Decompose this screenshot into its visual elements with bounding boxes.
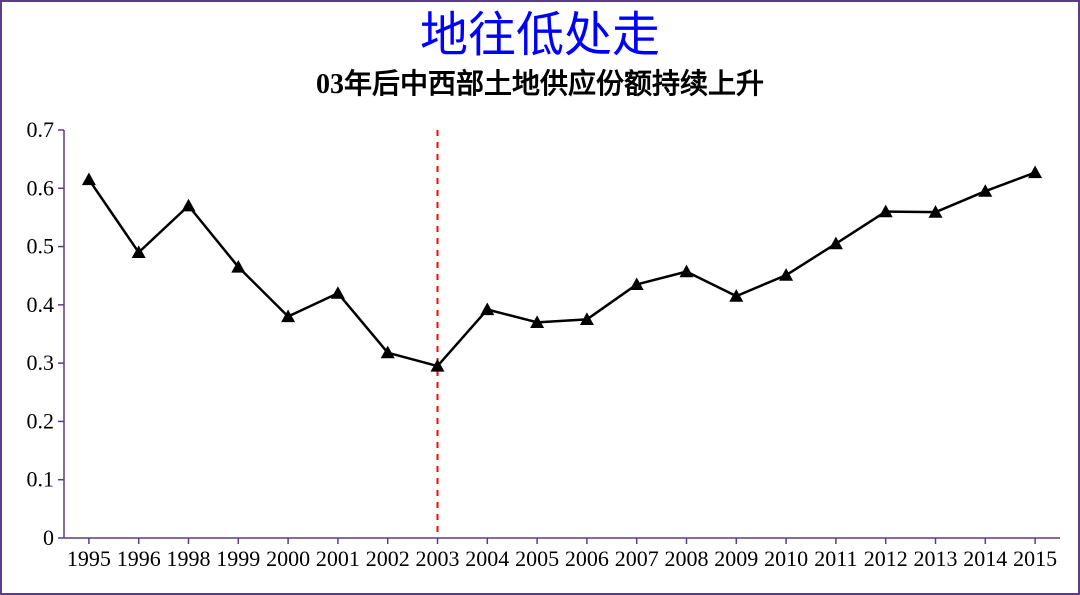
x-tick-label: 2013 (914, 546, 958, 571)
series-marker (480, 303, 494, 316)
x-tick-label: 2005 (515, 546, 559, 571)
x-tick-label: 1996 (117, 546, 161, 571)
y-tick-label: 0.3 (27, 350, 55, 375)
series-marker (82, 173, 96, 186)
x-tick-label: 2004 (465, 546, 509, 571)
series-marker (729, 289, 743, 302)
series-marker (829, 237, 843, 250)
series-marker (779, 268, 793, 281)
x-tick-label: 1998 (167, 546, 211, 571)
x-tick-label: 2001 (316, 546, 360, 571)
x-tick-label: 1995 (67, 546, 111, 571)
x-tick-label: 2007 (615, 546, 659, 571)
y-tick-label: 0.7 (27, 117, 55, 142)
x-tick-label: 2009 (714, 546, 758, 571)
chart-subtitle: 03年后中西部土地供应份额持续上升 (2, 68, 1078, 102)
chart-title: 地往低处走 (2, 8, 1078, 63)
x-tick-label: 2010 (764, 546, 808, 571)
x-tick-label: 2000 (266, 546, 310, 571)
line-chart: 00.10.20.30.40.50.60.7199519961998199920… (14, 110, 1070, 580)
x-tick-label: 2011 (814, 546, 857, 571)
y-tick-label: 0.5 (27, 234, 55, 259)
x-tick-label: 2014 (963, 546, 1007, 571)
x-tick-label: 2003 (416, 546, 460, 571)
y-tick-label: 0.6 (27, 175, 55, 200)
series-marker (680, 265, 694, 278)
y-tick-label: 0.1 (27, 467, 55, 492)
x-tick-label: 2006 (565, 546, 609, 571)
x-tick-label: 2008 (665, 546, 709, 571)
chart-frame: 地往低处走 03年后中西部土地供应份额持续上升 0 0.1 0.2 0.3 0.4 0.5… (0, 0, 1080, 595)
x-tick-label: 2015 (1013, 546, 1057, 571)
series-marker (182, 199, 196, 212)
series-marker (331, 286, 345, 299)
y-tick-label: 0 (43, 525, 54, 550)
x-tick-label: 1999 (216, 546, 260, 571)
x-tick-label: 2012 (864, 546, 908, 571)
y-tick-label: 0.4 (27, 292, 55, 317)
y-tick-label: 0.2 (27, 408, 55, 433)
series-marker (1028, 166, 1042, 179)
x-tick-label: 2002 (366, 546, 410, 571)
series-line (89, 173, 1035, 367)
